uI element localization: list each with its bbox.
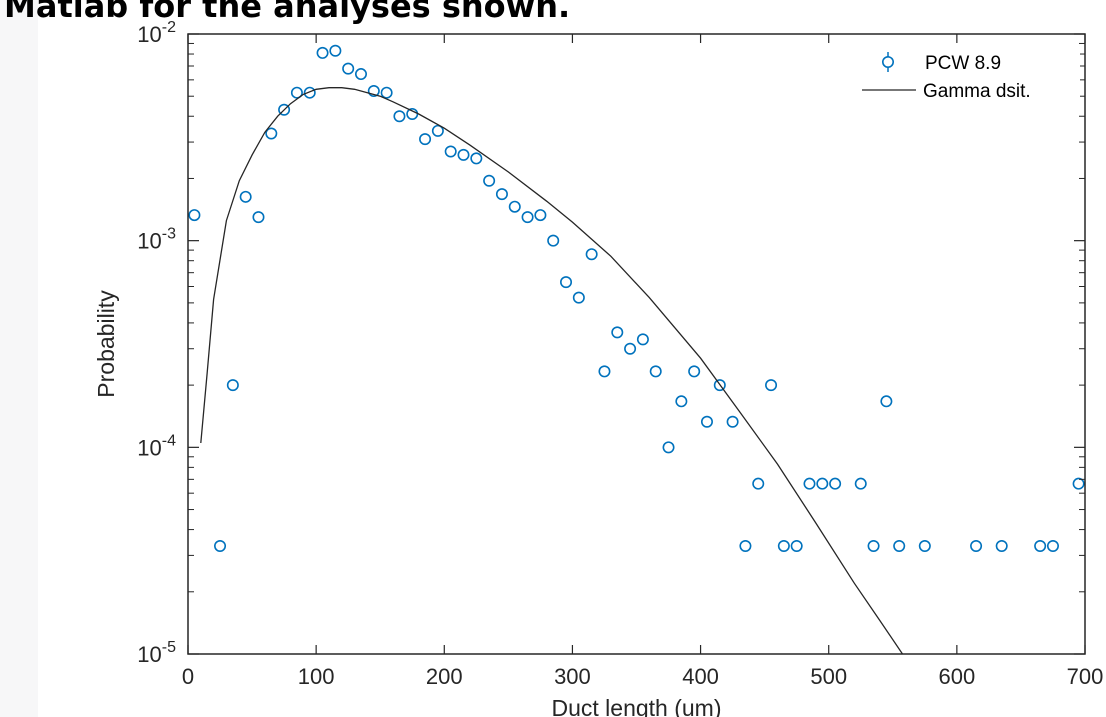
data-point [1046,540,1059,553]
data-point [880,395,893,408]
data-point [316,46,329,59]
data-point [252,211,265,224]
data-point [354,68,367,81]
data-point [483,174,496,187]
data-point [342,62,355,75]
data-point [854,477,867,490]
data-point [970,540,983,553]
legend-item-line: Gamma dsit. [862,81,1031,102]
data-point [918,540,931,553]
data-point [508,200,521,213]
data-point [636,333,649,346]
data-point [547,234,560,247]
data-point [624,342,637,355]
data-point [572,291,585,304]
data-point [329,44,342,57]
data-point [470,152,483,165]
data-point [598,365,611,378]
data-point [649,365,662,378]
data-markers [188,44,1085,553]
data-point [739,540,752,553]
legend-label-line: Gamma dsit. [923,81,1031,102]
data-point [893,540,906,553]
data-point [713,379,726,392]
data-point [752,477,765,490]
x-tick-label: 500 [810,664,847,689]
data-point [700,415,713,428]
data-point [675,395,688,408]
data-point [303,86,316,99]
data-point [867,540,880,553]
x-tick-label: 700 [1067,664,1104,689]
data-point [521,211,534,224]
data-point [214,540,227,553]
x-tick-label: 300 [554,664,591,689]
legend-label-markers: PCW 8.9 [925,53,1001,74]
plot-frame [187,33,1086,655]
page-left-margin [0,0,38,717]
x-tick-label: 0 [182,664,194,689]
legend-item-markers: PCW 8.9 [881,52,1001,74]
page-heading: Matlab for the analyses shown. [4,0,571,25]
data-point [829,477,842,490]
y-tick-labels: 10-5 10-4 10-3 10-2 [137,19,176,667]
data-point [239,190,252,203]
x-tick-label: 100 [298,664,335,689]
data-point [367,84,380,97]
gamma-fit-line [200,87,904,655]
data-point [290,86,303,99]
data-point [278,103,291,116]
data-point [611,326,624,339]
data-point [431,124,444,137]
data-point [688,365,701,378]
axis-ticks [187,33,1086,655]
data-point [585,248,598,261]
data-point [790,540,803,553]
data-point [726,415,739,428]
data-point [560,276,573,289]
data-point [419,133,432,146]
x-tick-label: 400 [682,664,719,689]
data-point [777,540,790,553]
x-axis-label: Duct length (um) [551,695,721,717]
data-point [995,540,1008,553]
legend-circle-icon [881,55,894,68]
data-point [495,188,508,201]
data-point [265,127,278,140]
x-tick-label: 600 [938,664,975,689]
data-point [534,209,547,222]
data-point [188,209,201,222]
data-point [816,477,829,490]
y-tick-label: 10-2 [137,19,176,47]
y-tick-label: 10-4 [137,432,176,460]
y-tick-label: 10-5 [137,639,176,667]
data-point [444,145,457,158]
x-tick-labels: 0 100 200 300 400 500 600 700 [182,664,1103,689]
data-point [226,379,239,392]
data-point [662,441,675,454]
data-point [1034,540,1047,553]
legend: PCW 8.9 Gamma dsit. [848,44,1080,106]
legend-box [848,44,1080,106]
data-point [803,477,816,490]
data-point [765,379,778,392]
data-point [457,148,470,161]
y-tick-label: 10-3 [137,226,176,254]
data-point [380,86,393,99]
y-axis-label: Probability [93,290,119,398]
x-tick-label: 200 [426,664,463,689]
data-point [1072,477,1085,490]
data-point [393,110,406,123]
